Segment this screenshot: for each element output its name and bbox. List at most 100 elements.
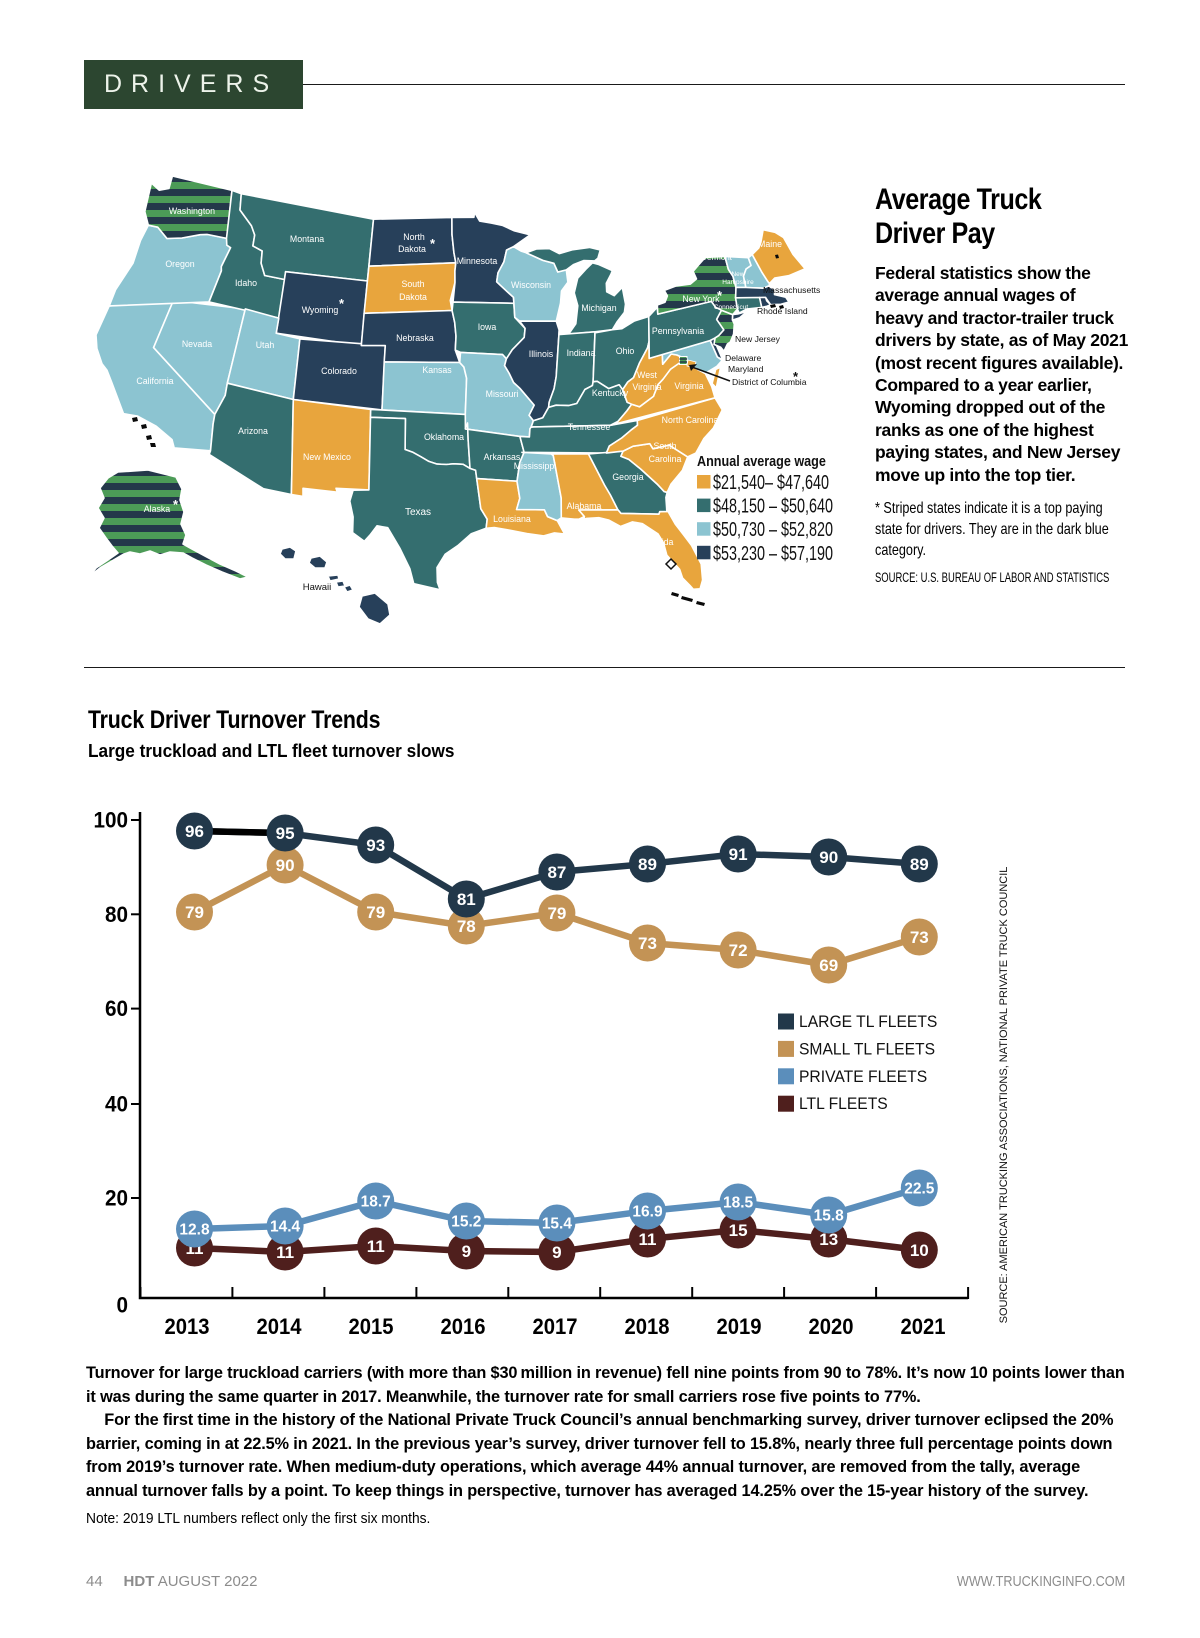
svg-text:North: North [403, 232, 425, 242]
svg-text:PRIVATE FLEETS: PRIVATE FLEETS [799, 1067, 927, 1085]
svg-text:Mississippi: Mississippi [514, 461, 557, 471]
svg-text:LARGE TL FLEETS: LARGE TL FLEETS [799, 1013, 937, 1031]
svg-text:15: 15 [729, 1221, 748, 1240]
svg-text:15.2: 15.2 [451, 1213, 481, 1230]
svg-text:Florida: Florida [647, 537, 674, 547]
svg-text:15.4: 15.4 [542, 1215, 573, 1232]
svg-text:Idaho: Idaho [235, 278, 257, 288]
svg-text:11: 11 [639, 1230, 657, 1249]
svg-text:New Mexico: New Mexico [303, 452, 351, 462]
svg-text:96: 96 [185, 822, 204, 841]
svg-text:2019: 2019 [716, 1315, 761, 1339]
svg-text:West: West [637, 370, 657, 380]
svg-text:Ohio: Ohio [616, 346, 635, 356]
svg-text:Missouri: Missouri [486, 389, 519, 399]
svg-text:Tennessee: Tennessee [568, 422, 611, 432]
svg-text:2021: 2021 [900, 1315, 945, 1339]
svg-text:2020: 2020 [808, 1315, 853, 1339]
svg-text:Washington: Washington [169, 206, 215, 216]
svg-text:89: 89 [638, 855, 657, 874]
svg-text:100: 100 [93, 807, 128, 833]
svg-text:New Jersey: New Jersey [735, 334, 781, 344]
svg-text:SOURCE: AMERICAN TRUCKING ASSO: SOURCE: AMERICAN TRUCKING ASSOCIATIONS, … [998, 867, 1010, 1324]
svg-text:Georgia: Georgia [612, 472, 643, 482]
svg-text:Colorado: Colorado [321, 366, 357, 376]
svg-text:New York: New York [682, 294, 720, 304]
svg-text:North Carolina: North Carolina [662, 415, 719, 425]
svg-text:11: 11 [367, 1237, 385, 1256]
svg-text:Indiana: Indiana [567, 348, 596, 358]
svg-text:Maine: Maine [758, 239, 782, 249]
svg-text:Carolina: Carolina [649, 454, 682, 464]
svg-text:Virginia: Virginia [632, 382, 661, 392]
svg-text:93: 93 [366, 836, 385, 855]
svg-text:9: 9 [462, 1242, 471, 1261]
svg-text:South: South [402, 279, 425, 289]
svg-text:2014: 2014 [256, 1315, 301, 1339]
svg-text:79: 79 [366, 903, 385, 922]
svg-text:Minnesota: Minnesota [457, 256, 498, 266]
svg-text:$53,230 – $57,190: $53,230 – $57,190 [713, 541, 833, 564]
svg-text:$50,730 – $52,820: $50,730 – $52,820 [713, 518, 833, 541]
svg-text:Texas: Texas [405, 507, 431, 518]
svg-text:$21,540– $47,640: $21,540– $47,640 [713, 471, 829, 494]
svg-text:80: 80 [105, 901, 128, 927]
svg-text:LTL FLEETS: LTL FLEETS [799, 1095, 888, 1113]
svg-text:Hampshire: Hampshire [722, 279, 754, 286]
svg-text:Rhode Island: Rhode Island [757, 306, 808, 316]
svg-text:89: 89 [910, 855, 929, 874]
svg-text:15.8: 15.8 [814, 1207, 845, 1224]
svg-text:Connecticut: Connecticut [714, 304, 749, 311]
svg-text:95: 95 [276, 824, 295, 843]
svg-text:2018: 2018 [624, 1315, 669, 1339]
svg-text:Virginia: Virginia [674, 381, 703, 391]
svg-text:0: 0 [116, 1292, 128, 1318]
svg-text:20: 20 [105, 1185, 128, 1211]
svg-text:18.7: 18.7 [361, 1193, 391, 1210]
svg-text:Kansas: Kansas [422, 365, 452, 375]
svg-text:90: 90 [819, 848, 838, 867]
svg-text:Nevada: Nevada [182, 339, 212, 349]
svg-text:Iowa: Iowa [478, 322, 497, 332]
svg-text:Wyoming: Wyoming [302, 305, 339, 315]
svg-text:Dakota: Dakota [399, 292, 427, 302]
svg-text:Annual average wage: Annual average wage [697, 453, 826, 469]
svg-text:18.5: 18.5 [723, 1194, 754, 1211]
svg-text:Pennsylvania: Pennsylvania [652, 326, 704, 336]
svg-text:Wisconsin: Wisconsin [511, 280, 551, 290]
svg-text:New: New [731, 271, 744, 278]
svg-text:9: 9 [552, 1243, 561, 1262]
svg-text:Vermont: Vermont [702, 253, 733, 262]
svg-text:Oregon: Oregon [165, 259, 194, 269]
svg-text:Arkansas: Arkansas [484, 452, 521, 462]
svg-text:District of Columbia: District of Columbia [732, 377, 807, 387]
svg-text:60: 60 [105, 995, 128, 1021]
svg-text:Illinois: Illinois [529, 349, 554, 359]
svg-text:California: California [136, 376, 173, 386]
svg-text:73: 73 [910, 928, 929, 947]
svg-text:11: 11 [276, 1243, 294, 1262]
svg-text:*: * [339, 296, 345, 311]
svg-text:40: 40 [105, 1091, 128, 1117]
svg-text:12.8: 12.8 [179, 1221, 210, 1238]
svg-text:2017: 2017 [532, 1315, 577, 1339]
svg-text:*: * [717, 288, 723, 303]
svg-text:$48,150 – $50,640: $48,150 – $50,640 [713, 494, 833, 517]
svg-text:Montana: Montana [290, 234, 324, 244]
svg-text:2015: 2015 [348, 1315, 393, 1339]
svg-text:*: * [430, 236, 436, 251]
svg-text:Dakota: Dakota [398, 244, 426, 254]
svg-text:Alaska: Alaska [144, 504, 171, 514]
svg-text:13: 13 [819, 1230, 838, 1249]
svg-text:87: 87 [547, 863, 566, 882]
svg-text:Hawaii: Hawaii [303, 582, 332, 593]
svg-text:91: 91 [729, 845, 748, 864]
svg-text:Oklahoma: Oklahoma [424, 432, 464, 442]
svg-text:Massachusetts: Massachusetts [763, 285, 820, 295]
svg-text:16.9: 16.9 [632, 1203, 663, 1220]
svg-text:Alabama: Alabama [567, 501, 602, 511]
svg-text:*: * [793, 369, 799, 384]
svg-text:Utah: Utah [256, 340, 275, 350]
svg-text:79: 79 [547, 904, 566, 923]
svg-text:*: * [173, 497, 179, 512]
